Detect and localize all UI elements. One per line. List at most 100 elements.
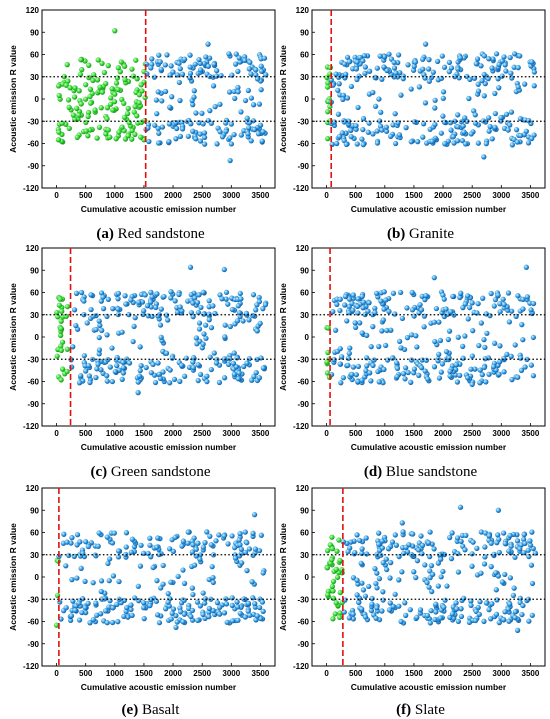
data-point: [72, 607, 78, 614]
data-point: [461, 129, 467, 135]
data-point: [142, 292, 148, 298]
caption-letter: (c): [91, 464, 108, 480]
data-point: [409, 289, 415, 296]
data-point: [195, 362, 201, 368]
data-point: [168, 616, 175, 622]
data-point: [256, 375, 263, 381]
data-point: [392, 311, 398, 317]
data-point: [428, 588, 435, 595]
y-tick-label: 120: [26, 484, 40, 493]
data-point: [101, 69, 108, 76]
data-point: [330, 595, 337, 601]
data-point: [106, 556, 113, 562]
data-point: [214, 141, 220, 147]
y-tick-label: 30: [300, 73, 309, 82]
data-point: [128, 549, 135, 556]
data-point: [248, 95, 255, 101]
data-point: [244, 539, 250, 546]
data-point: [432, 97, 438, 104]
data-point: [68, 613, 75, 619]
data-point: [242, 549, 249, 556]
data-point: [404, 334, 411, 341]
data-point: [162, 88, 169, 95]
data-point: [176, 60, 182, 67]
data-point: [56, 302, 63, 308]
data-point: [362, 64, 369, 70]
y-axis-label: Acoustic emission R value: [278, 45, 288, 153]
data-point: [425, 66, 432, 72]
data-point: [188, 121, 194, 127]
data-point: [110, 573, 117, 579]
data-point: [420, 66, 426, 72]
data-point: [415, 547, 422, 553]
data-point: [139, 88, 145, 94]
data-point: [229, 602, 236, 609]
data-point: [213, 67, 220, 74]
data-point: [64, 303, 71, 310]
data-point: [381, 366, 387, 373]
data-point: [476, 342, 482, 349]
data-point: [115, 618, 121, 625]
data-point: [441, 296, 447, 302]
data-point: [248, 138, 254, 144]
data-point: [353, 122, 359, 129]
y-tick-label: 60: [300, 289, 309, 298]
data-point: [336, 614, 343, 621]
data-point: [250, 291, 257, 298]
data-point: [119, 376, 126, 383]
x-tick-label: 1500: [135, 429, 153, 438]
data-point: [145, 313, 152, 319]
y-tick-label: 60: [30, 289, 39, 298]
data-point: [56, 129, 62, 135]
data-point: [70, 112, 77, 118]
data-point: [522, 540, 528, 547]
data-point: [109, 86, 115, 92]
data-point: [173, 136, 179, 142]
data-point: [507, 54, 513, 61]
data-point: [191, 87, 198, 94]
data-point: [337, 345, 344, 352]
caption-name: Green sandstone: [107, 464, 211, 480]
data-point: [334, 574, 341, 581]
data-point: [206, 316, 213, 323]
caption-letter: (a): [96, 226, 114, 242]
data-point: [475, 88, 482, 94]
data-point: [462, 141, 469, 147]
data-point: [502, 571, 508, 578]
data-point: [74, 575, 80, 581]
data-point: [263, 71, 269, 78]
scatter-points: [324, 264, 537, 388]
data-point: [422, 100, 429, 106]
data-point: [166, 138, 172, 145]
data-point: [76, 617, 83, 623]
x-tick-label: 500: [79, 191, 93, 200]
data-point: [454, 138, 461, 144]
y-tick-label: 90: [30, 28, 39, 37]
data-point: [376, 96, 382, 102]
data-point: [177, 97, 183, 104]
data-point: [383, 124, 390, 130]
data-point: [193, 335, 200, 341]
data-point: [491, 303, 498, 309]
data-point: [324, 359, 330, 365]
y-tick-label: -30: [27, 117, 39, 126]
data-point: [200, 590, 206, 596]
data-point: [189, 607, 196, 614]
data-point: [235, 303, 242, 309]
data-point: [136, 99, 142, 106]
data-point: [231, 350, 237, 356]
data-point: [438, 369, 445, 375]
data-point: [356, 537, 363, 544]
data-point: [155, 360, 161, 366]
data-point: [259, 138, 266, 144]
data-point: [103, 372, 110, 379]
data-point: [85, 362, 92, 369]
data-point: [507, 575, 514, 581]
data-point: [412, 59, 419, 65]
data-point: [386, 51, 392, 57]
data-point: [119, 329, 125, 335]
data-point: [187, 74, 193, 81]
y-axis-label: Acoustic emission R value: [8, 523, 18, 631]
data-point: [515, 64, 521, 71]
data-point: [477, 380, 483, 386]
